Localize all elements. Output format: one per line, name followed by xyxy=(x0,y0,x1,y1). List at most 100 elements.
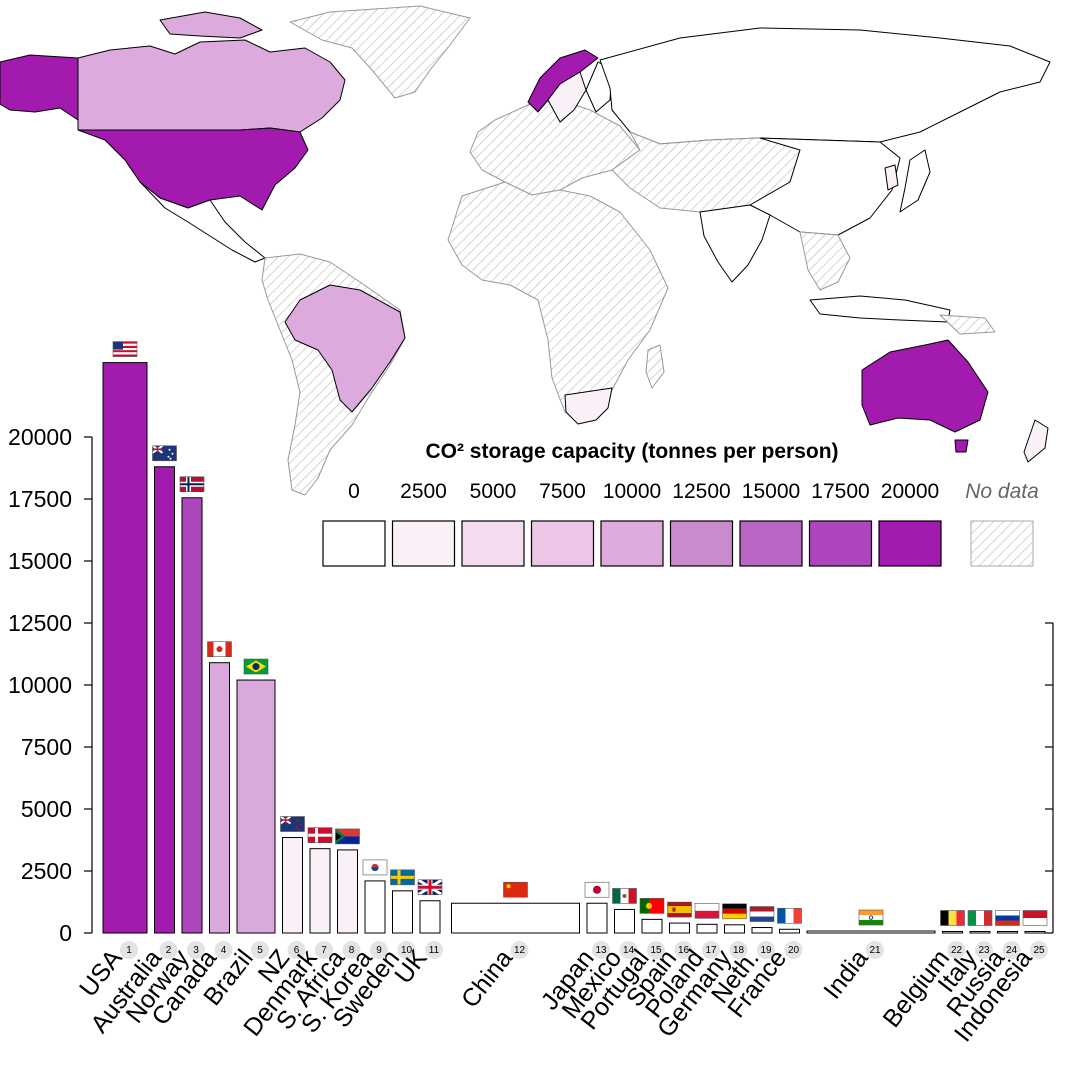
rank-label: 19 xyxy=(760,945,772,956)
rank-label: 10 xyxy=(401,945,413,956)
rank-badge: 7 xyxy=(315,941,333,959)
rank-badge: 6 xyxy=(287,941,306,959)
x-label-china: China xyxy=(456,944,518,1013)
legend-nodata-swatch xyxy=(970,520,1034,567)
bar-mexico xyxy=(614,908,635,934)
map-se-asia xyxy=(799,231,851,291)
flag-ca-icon xyxy=(207,641,232,657)
bar-italy xyxy=(969,931,991,934)
y-tick-label: 12500 xyxy=(8,610,72,636)
bar-china xyxy=(451,902,580,934)
map-brazil xyxy=(284,284,406,413)
map-indonesia xyxy=(809,295,951,323)
rank-label: 21 xyxy=(869,945,881,956)
rank-badge: 14 xyxy=(619,941,638,959)
map-japan xyxy=(899,149,931,213)
rank-badge: 5 xyxy=(251,941,269,959)
y-axis: 0 2500 5000 7500 10000 12500 15000 17500 20000 xyxy=(8,424,93,946)
y-tick-label: 2500 xyxy=(21,858,72,884)
rank-label: 11 xyxy=(429,945,440,956)
flag-dk-icon xyxy=(307,827,333,843)
legend: CO² storage capacity (tonnes per person)… xyxy=(322,440,1039,567)
flag-us-icon xyxy=(112,341,138,357)
legend-label: 7500 xyxy=(539,480,586,503)
flag-br-icon xyxy=(243,658,269,675)
bar-denmark xyxy=(309,848,331,934)
rank-badge: 22 xyxy=(947,941,966,959)
bar-russia xyxy=(997,931,1018,934)
legend-label: 2500 xyxy=(400,480,447,503)
flag-au-icon xyxy=(151,444,177,462)
flag-es-icon xyxy=(667,901,692,918)
flag-se-icon xyxy=(390,869,415,886)
bar-s-africa xyxy=(337,849,358,934)
map-canada xyxy=(77,39,346,133)
flag-nl-icon xyxy=(749,906,775,922)
rank-label: 5 xyxy=(257,945,263,956)
map-australia xyxy=(861,339,989,433)
rank-label: 3 xyxy=(193,945,199,956)
rank-label: 25 xyxy=(1033,945,1045,956)
right-axis xyxy=(1045,622,1054,934)
flag-id-icon xyxy=(1022,910,1048,926)
bar-usa xyxy=(102,362,148,934)
rank-label: 16 xyxy=(678,945,690,956)
x-label-india: India xyxy=(818,944,873,1004)
y-tick-label: 20000 xyxy=(8,424,72,450)
y-tick-label: 5000 xyxy=(21,796,72,822)
map-africa xyxy=(447,181,669,423)
bar-france xyxy=(779,928,800,934)
map-usa xyxy=(77,127,309,211)
legend-swatch xyxy=(808,520,873,567)
map-europe xyxy=(469,99,641,196)
rank-badge: 15 xyxy=(647,941,665,959)
flag-in-icon xyxy=(858,909,884,926)
bar-poland xyxy=(696,923,718,934)
legend-label: 5000 xyxy=(470,480,517,503)
rank-label: 14 xyxy=(623,945,635,956)
x-tick-labels: USAAustraliaNorwayCanadaBrazilNZDenmarkS… xyxy=(74,944,1038,1047)
flag-cn-icon xyxy=(503,881,528,898)
bar-portugal xyxy=(641,918,663,934)
flag-fr-icon xyxy=(777,907,802,924)
bar-nz xyxy=(282,837,303,934)
map-new-zealand xyxy=(1023,419,1049,463)
rank-badge: 25 xyxy=(1030,941,1048,959)
legend-swatch xyxy=(391,520,456,567)
bar-indonesia xyxy=(1024,931,1046,934)
bar-germany xyxy=(724,924,745,934)
legend-label: 15000 xyxy=(742,480,800,503)
flag-mx-icon xyxy=(612,888,637,904)
map-korea xyxy=(884,164,899,191)
legend-swatch xyxy=(530,520,595,567)
rank-label: 6 xyxy=(294,945,300,956)
flag-icons xyxy=(112,341,1048,926)
flag-pt-icon xyxy=(639,898,665,914)
rank-label: 23 xyxy=(978,945,990,956)
rank-label: 20 xyxy=(788,945,800,956)
y-tick-label: 0 xyxy=(59,920,72,946)
bar-s-korea xyxy=(364,880,386,934)
map-india xyxy=(699,204,771,283)
rank-label: 9 xyxy=(376,945,382,956)
map-papua xyxy=(939,314,996,335)
legend-swatch xyxy=(878,520,942,567)
y-tick-label: 7500 xyxy=(21,734,72,760)
rank-badge: 21 xyxy=(866,941,884,959)
bar-australia xyxy=(154,466,175,934)
rank-badge: 17 xyxy=(702,941,720,959)
map-south-africa xyxy=(564,387,613,425)
legend-label: 10000 xyxy=(603,480,661,503)
rank-label: 8 xyxy=(349,945,355,956)
rank-badge: 23 xyxy=(975,941,993,959)
rank-badge: 10 xyxy=(397,941,416,959)
bar-neth- xyxy=(751,927,773,934)
rank-badge: 13 xyxy=(592,941,610,959)
legend-swatch xyxy=(461,520,525,567)
rank-label: 13 xyxy=(595,945,607,956)
rank-badge: 16 xyxy=(674,941,693,959)
map-madagascar xyxy=(645,344,665,389)
bar-japan xyxy=(586,902,608,934)
rank-badge: 11 xyxy=(425,941,443,959)
